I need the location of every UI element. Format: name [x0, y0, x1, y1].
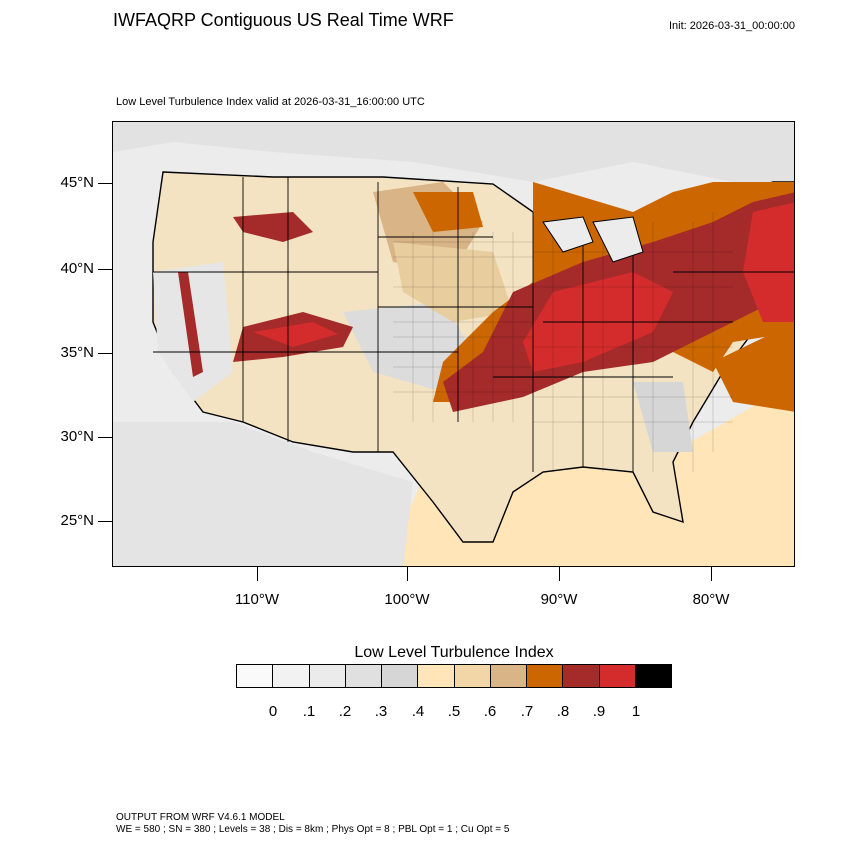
colorbar-swatch [563, 665, 600, 687]
mexico-region [113, 422, 413, 566]
red-core-northeast [743, 202, 794, 322]
lon-tick [559, 567, 560, 581]
lon-tick [257, 567, 258, 581]
lon-label-90: 90°W [540, 591, 578, 608]
colorbar-label: .5 [447, 703, 461, 720]
colorbar-swatch [490, 665, 527, 687]
orange-atlantic [713, 322, 794, 412]
red-montana [233, 212, 313, 242]
red-four-corners-core [253, 322, 338, 347]
low-index-plains [343, 302, 473, 392]
init-time: Init: 2026-03-31_00:00:00 [669, 20, 795, 32]
colorbar-swatch [527, 665, 564, 687]
colorbar-swatch [273, 665, 310, 687]
colorbar-label: 0 [268, 703, 278, 720]
colorbar-swatch [345, 665, 382, 687]
lon-tick [407, 567, 408, 581]
lat-tick [98, 269, 112, 270]
colorbar-swatch [599, 665, 636, 687]
lat-label-30: 30°N [60, 428, 94, 445]
low-index-georgia [633, 382, 693, 452]
plot-title: IWFAQRP Contiguous US Real Time WRF [113, 10, 454, 30]
footer-config: WE = 580 ; SN = 380 ; Levels = 38 ; Dis … [116, 824, 510, 835]
colorbar-swatch [454, 665, 491, 687]
orange-north-dakota [413, 192, 483, 232]
lat-tick [98, 437, 112, 438]
colorbar-label: .6 [483, 703, 497, 720]
colorbar-label: .7 [520, 703, 534, 720]
great-lakes [542, 216, 644, 263]
colorbar-label: .1 [302, 703, 316, 720]
map-panel [112, 121, 795, 567]
colorbar-label: .8 [556, 703, 570, 720]
tan-midwest [393, 242, 513, 322]
colorbar-title: Low Level Turbulence Index [354, 644, 554, 661]
lat-label-25: 25°N [60, 512, 94, 529]
lat-tick [98, 353, 112, 354]
canada-region [113, 122, 794, 202]
colorbar-swatch [382, 665, 419, 687]
plot-subtitle: Low Level Turbulence Index valid at 2026… [116, 96, 425, 108]
colorbar-swatch [237, 665, 274, 687]
colorbar-label: .2 [338, 703, 352, 720]
lat-label-40: 40°N [60, 260, 94, 277]
colorbar-swatch [418, 665, 455, 687]
colorbar-swatch [635, 665, 671, 687]
lon-label-100: 100°W [384, 591, 430, 608]
lat-tick [98, 521, 112, 522]
lat-label-45: 45°N [60, 174, 94, 191]
lon-label-80: 80°W [692, 591, 730, 608]
footer-model: OUTPUT FROM WRF V4.6.1 MODEL [116, 812, 285, 823]
colorbar-label: .4 [411, 703, 425, 720]
colorbar-label: .9 [592, 703, 606, 720]
colorbar-swatch [309, 665, 346, 687]
turbulence-map [113, 122, 794, 566]
lat-label-35: 35°N [60, 344, 94, 361]
colorbar-label: .3 [374, 703, 388, 720]
lon-label-110: 110°W [234, 591, 280, 608]
colorbar-label: 1 [631, 703, 641, 720]
red-sierra [178, 272, 203, 377]
colorbar [236, 664, 672, 688]
lon-tick [711, 567, 712, 581]
lat-tick [98, 183, 112, 184]
